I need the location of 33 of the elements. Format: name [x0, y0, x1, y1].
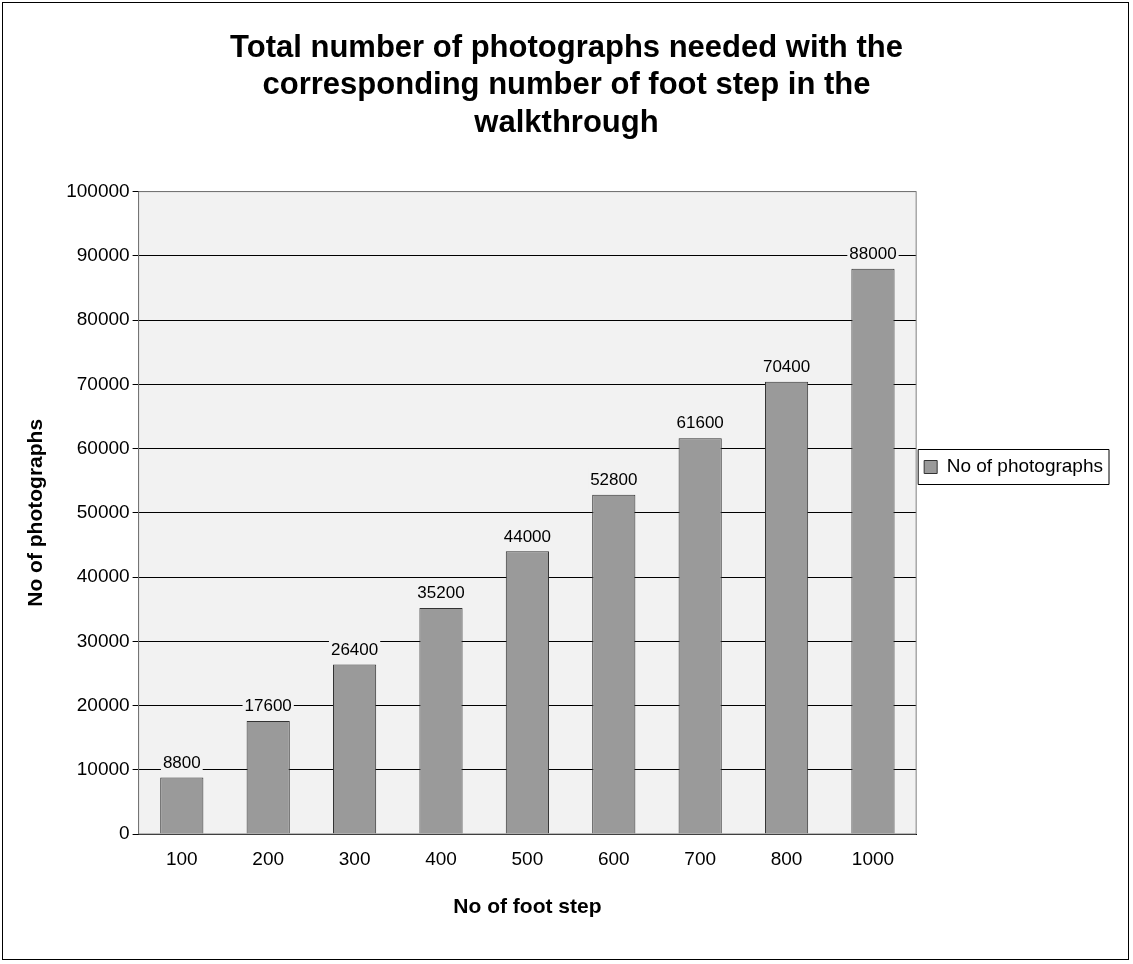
x-axis-title: No of foot step [453, 894, 602, 918]
y-tick-label: 80000 [76, 308, 130, 330]
data-label: 88000 [849, 243, 897, 263]
y-tick-label: 0 [119, 822, 130, 844]
y-tick-label: 20000 [76, 693, 130, 715]
data-label: 8800 [162, 752, 201, 772]
x-tick-label: 1000 [851, 847, 895, 869]
x-tick-label: 700 [684, 847, 717, 869]
chart-title: Total number of photographs needed with the corresponding number of foot step in the walkthrough [230, 29, 903, 139]
data-label: 26400 [330, 639, 379, 659]
data-label: 61600 [676, 413, 724, 433]
data-label: 35200 [417, 583, 465, 603]
y-tick-label: 40000 [76, 565, 130, 587]
y-tick-label: 70000 [76, 372, 130, 394]
y-axis-title: No of photographs [23, 418, 47, 607]
x-tick-label: 500 [511, 847, 544, 869]
x-tick-label: 200 [252, 847, 285, 869]
x-tick-label: 600 [597, 847, 630, 869]
data-label: 44000 [503, 526, 552, 546]
x-tick-label: 800 [770, 847, 803, 869]
x-tick-label: 300 [338, 847, 371, 869]
y-tick-label: 100000 [66, 179, 130, 201]
data-label: 70400 [762, 356, 811, 376]
legend-label: No of photographs [946, 455, 1104, 477]
y-tick-label: 60000 [76, 436, 130, 458]
y-tick-label: 10000 [76, 757, 130, 779]
data-label: 52800 [590, 470, 638, 489]
y-tick-label: 50000 [76, 501, 130, 523]
data-label: 17600 [244, 696, 292, 716]
x-tick-label: 400 [425, 847, 457, 869]
y-tick-label: 30000 [76, 629, 130, 651]
y-tick-label: 90000 [76, 244, 130, 266]
x-tick-label: 100 [165, 847, 198, 869]
